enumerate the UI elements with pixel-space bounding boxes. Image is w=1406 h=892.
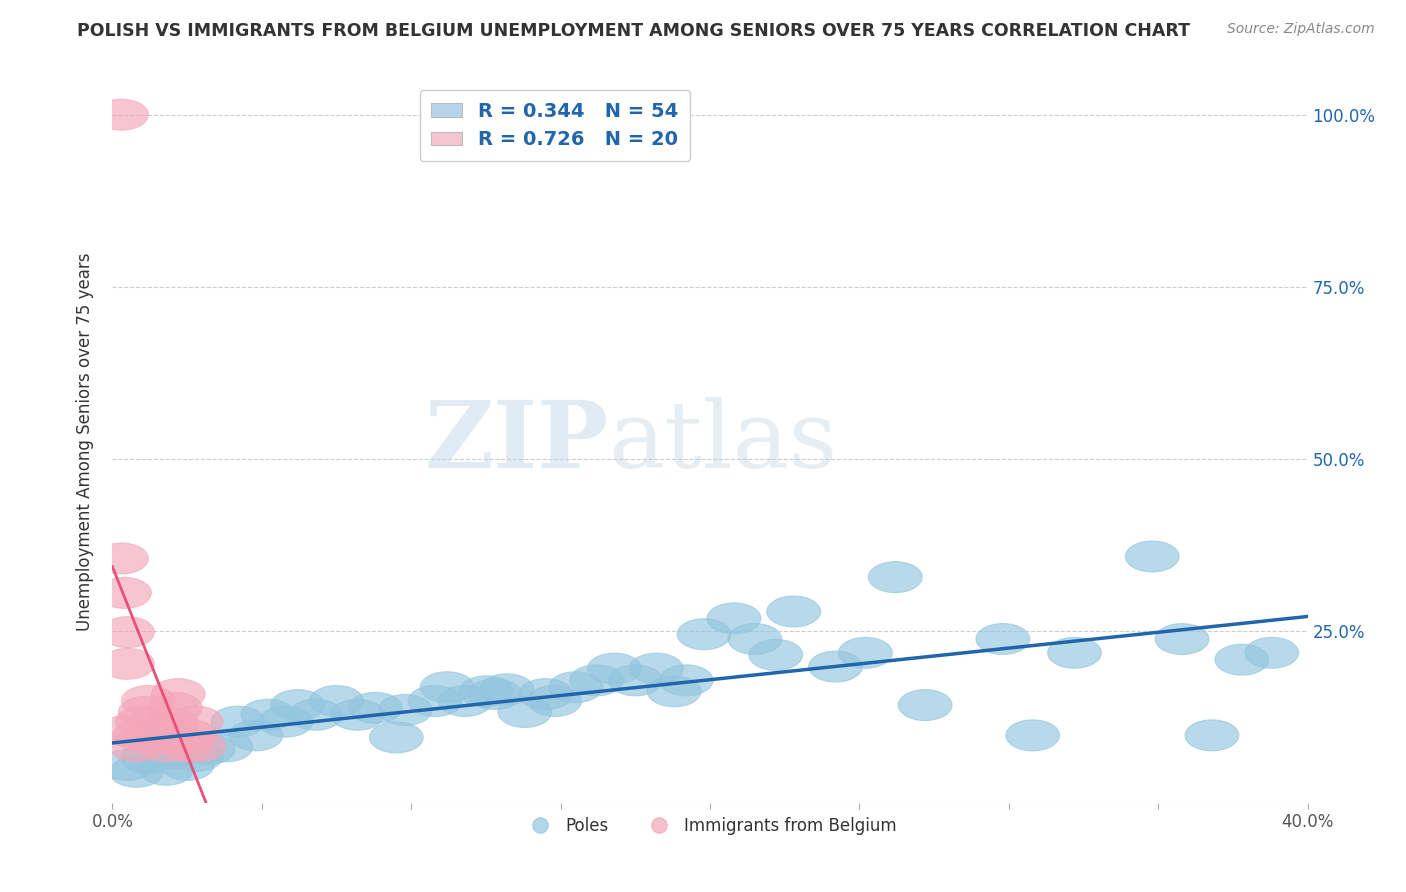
Ellipse shape <box>468 679 522 709</box>
Ellipse shape <box>288 699 343 731</box>
Ellipse shape <box>145 738 200 769</box>
Ellipse shape <box>898 690 952 721</box>
Ellipse shape <box>139 755 193 785</box>
Ellipse shape <box>160 749 214 780</box>
Ellipse shape <box>115 706 169 737</box>
Ellipse shape <box>152 729 205 760</box>
Ellipse shape <box>1047 637 1101 668</box>
Ellipse shape <box>94 99 149 130</box>
Ellipse shape <box>173 731 226 762</box>
Ellipse shape <box>349 692 402 723</box>
Ellipse shape <box>749 640 803 671</box>
Ellipse shape <box>420 672 474 703</box>
Ellipse shape <box>163 720 217 751</box>
Ellipse shape <box>766 596 821 627</box>
Ellipse shape <box>408 685 463 716</box>
Ellipse shape <box>112 720 166 751</box>
Ellipse shape <box>1185 720 1239 751</box>
Ellipse shape <box>121 742 176 773</box>
Ellipse shape <box>142 722 197 753</box>
Legend: Poles, Immigrants from Belgium: Poles, Immigrants from Belgium <box>517 810 903 841</box>
Ellipse shape <box>588 653 641 684</box>
Ellipse shape <box>271 690 325 721</box>
Ellipse shape <box>139 731 193 762</box>
Ellipse shape <box>1156 624 1209 655</box>
Ellipse shape <box>976 624 1029 655</box>
Text: Source: ZipAtlas.com: Source: ZipAtlas.com <box>1227 22 1375 37</box>
Ellipse shape <box>548 672 603 703</box>
Ellipse shape <box>378 694 432 725</box>
Ellipse shape <box>707 603 761 634</box>
Text: atlas: atlas <box>609 397 838 486</box>
Ellipse shape <box>309 685 363 716</box>
Ellipse shape <box>240 699 295 731</box>
Ellipse shape <box>439 685 492 716</box>
Ellipse shape <box>808 651 862 682</box>
Ellipse shape <box>609 665 662 696</box>
Ellipse shape <box>200 731 253 762</box>
Ellipse shape <box>94 543 149 574</box>
Ellipse shape <box>728 624 782 655</box>
Y-axis label: Unemployment Among Seniors over 75 years: Unemployment Among Seniors over 75 years <box>76 252 94 631</box>
Ellipse shape <box>370 722 423 753</box>
Ellipse shape <box>169 740 224 772</box>
Ellipse shape <box>1244 637 1299 668</box>
Ellipse shape <box>101 715 155 746</box>
Ellipse shape <box>460 676 513 706</box>
Ellipse shape <box>1005 720 1060 751</box>
Ellipse shape <box>160 731 214 762</box>
Ellipse shape <box>181 733 235 764</box>
Ellipse shape <box>259 706 312 737</box>
Ellipse shape <box>647 676 702 706</box>
Text: ZIP: ZIP <box>425 397 609 486</box>
Ellipse shape <box>838 637 893 668</box>
Ellipse shape <box>1215 644 1268 675</box>
Ellipse shape <box>101 616 155 648</box>
Ellipse shape <box>110 731 163 762</box>
Ellipse shape <box>121 685 176 716</box>
Ellipse shape <box>152 679 205 709</box>
Ellipse shape <box>101 648 155 680</box>
Ellipse shape <box>630 653 683 684</box>
Ellipse shape <box>169 706 224 737</box>
Ellipse shape <box>229 720 283 751</box>
Ellipse shape <box>869 562 922 592</box>
Ellipse shape <box>97 577 152 608</box>
Ellipse shape <box>519 679 572 709</box>
Ellipse shape <box>479 673 534 705</box>
Ellipse shape <box>145 708 200 739</box>
Ellipse shape <box>149 692 202 723</box>
Ellipse shape <box>330 699 384 731</box>
Ellipse shape <box>110 756 163 788</box>
Ellipse shape <box>101 749 155 780</box>
Ellipse shape <box>678 619 731 649</box>
Ellipse shape <box>498 697 551 728</box>
Ellipse shape <box>118 697 173 728</box>
Ellipse shape <box>527 685 582 716</box>
Ellipse shape <box>659 665 713 696</box>
Ellipse shape <box>569 665 623 696</box>
Ellipse shape <box>1125 541 1180 572</box>
Text: POLISH VS IMMIGRANTS FROM BELGIUM UNEMPLOYMENT AMONG SENIORS OVER 75 YEARS CORRE: POLISH VS IMMIGRANTS FROM BELGIUM UNEMPL… <box>77 22 1191 40</box>
Ellipse shape <box>211 706 264 737</box>
